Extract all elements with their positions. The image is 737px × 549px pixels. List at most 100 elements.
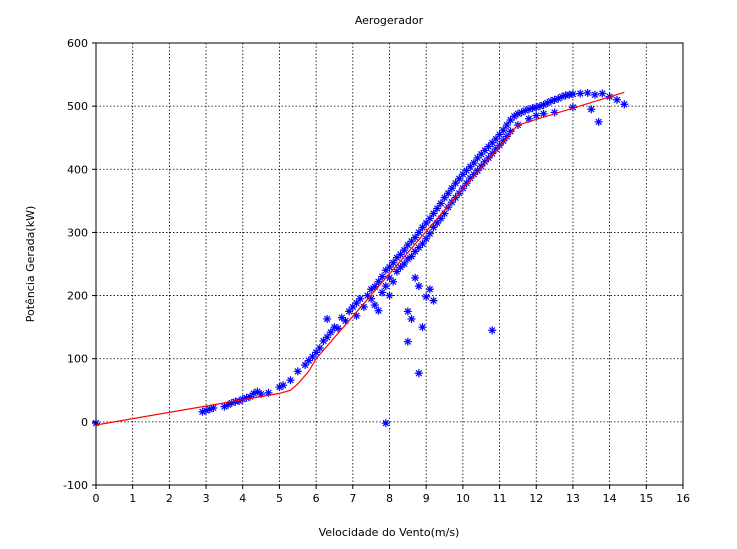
data-point: [279, 381, 288, 390]
data-point: [594, 117, 603, 126]
data-point: [418, 239, 427, 248]
y-tick-label: 300: [67, 226, 88, 239]
data-point: [381, 419, 390, 428]
data-point: [418, 323, 427, 332]
data-point: [418, 223, 427, 232]
axis-ticks: 0 1 2 3 4 5 6 7 8 9 10 11 12 13 14 15 16-100010020030040…: [63, 37, 690, 505]
data-point: [411, 273, 420, 282]
data-point: [407, 314, 416, 323]
data-point: [444, 203, 453, 212]
x-tick-label: 13: [566, 492, 580, 505]
data-point: [370, 301, 379, 310]
x-tick-label: 1: [129, 492, 136, 505]
data-point: [202, 406, 211, 415]
data-point: [433, 204, 442, 213]
data-point: [374, 306, 383, 315]
x-tick-label: 9: [423, 492, 430, 505]
data-point: [315, 343, 324, 352]
x-tick-label: 4: [239, 492, 246, 505]
y-tick-label: 200: [67, 290, 88, 303]
data-point: [425, 285, 434, 294]
data-point: [429, 209, 438, 218]
data-point: [447, 184, 456, 193]
data-point: [381, 282, 390, 291]
data-point: [462, 179, 471, 188]
data-point: [403, 307, 412, 316]
data-point: [499, 126, 508, 135]
data-point: [502, 132, 511, 141]
data-point: [436, 199, 445, 208]
data-point: [378, 288, 387, 297]
data-point: [598, 89, 607, 98]
data-point: [403, 337, 412, 346]
data-point: [425, 214, 434, 223]
data-point: [425, 229, 434, 238]
data-point: [385, 263, 394, 272]
data-point: [400, 260, 409, 268]
data-point: [334, 324, 343, 333]
data-point: [473, 153, 482, 162]
data-point: [385, 291, 394, 300]
data-point: [414, 228, 423, 237]
x-tick-label: 14: [603, 492, 617, 505]
x-tick-label: 6: [313, 492, 320, 505]
data-point: [293, 367, 302, 376]
data-point: [550, 95, 559, 104]
data-point: [433, 218, 442, 227]
data-point: [554, 94, 563, 103]
y-axis-label: Potência Gerada(kW): [24, 206, 37, 322]
x-tick-label: 2: [166, 492, 173, 505]
data-point: [590, 90, 599, 99]
data-point: [400, 246, 409, 255]
data-point: [330, 323, 339, 332]
data-point: [422, 234, 431, 243]
y-tick-label: 500: [67, 100, 88, 113]
data-point: [620, 100, 629, 109]
x-tick-label: 10: [456, 492, 470, 505]
data-point: [253, 387, 262, 396]
y-tick-label: 600: [67, 37, 88, 50]
data-point: [389, 258, 398, 267]
fit-line-layer: [95, 91, 625, 426]
data-point: [532, 111, 541, 120]
data-point: [587, 105, 596, 114]
y-tick-label: 0: [81, 416, 88, 429]
data-point: [374, 277, 383, 286]
fit-line: [95, 91, 625, 426]
x-tick-label: 8: [386, 492, 393, 505]
data-point: [568, 90, 577, 99]
data-point: [407, 252, 416, 261]
data-point: [469, 158, 478, 167]
data-point: [323, 314, 332, 323]
chart-title: Aerogerador: [355, 14, 424, 27]
x-tick-label: 0: [93, 492, 100, 505]
x-axis-label: Velocidade do Vento(m/s): [319, 526, 460, 539]
data-point: [583, 88, 592, 97]
data-point: [576, 89, 585, 98]
data-point: [521, 106, 530, 115]
data-point: [612, 95, 621, 104]
x-tick-label: 7: [349, 492, 356, 505]
y-tick-label: 100: [67, 353, 88, 366]
data-point: [436, 214, 445, 223]
y-tick-label: 400: [67, 163, 88, 176]
data-point: [543, 98, 552, 107]
data-point: [326, 328, 335, 337]
data-point: [205, 405, 214, 414]
x-tick-label: 11: [493, 492, 507, 505]
data-point: [414, 282, 423, 291]
data-point: [502, 121, 511, 130]
data-point: [345, 307, 354, 316]
x-tick-label: 3: [203, 492, 210, 505]
data-point: [480, 146, 489, 155]
x-tick-label: 15: [639, 492, 653, 505]
x-tick-label: 16: [676, 492, 690, 505]
data-point: [389, 277, 398, 286]
data-point: [356, 294, 365, 303]
data-point: [429, 296, 438, 305]
x-tick-label: 5: [276, 492, 283, 505]
data-point: [495, 130, 504, 139]
y-tick-label: -100: [63, 479, 88, 492]
data-point: [451, 179, 460, 188]
